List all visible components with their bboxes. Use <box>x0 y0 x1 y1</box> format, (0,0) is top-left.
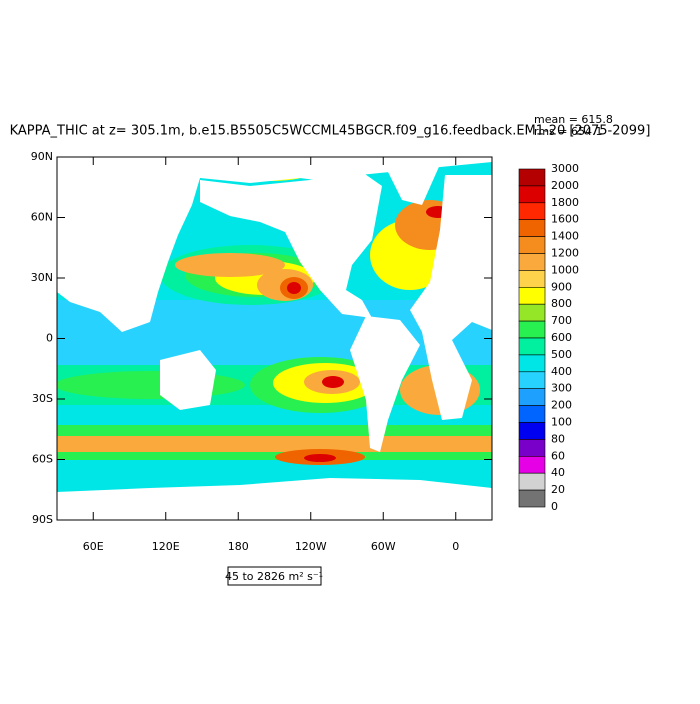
colorbar-label: 20 <box>551 483 565 496</box>
colorbar-box <box>518 253 546 271</box>
colorbar-label: 1000 <box>551 263 579 276</box>
colorbar-box <box>518 236 546 254</box>
x-tick-label: 180 <box>228 540 249 553</box>
x-tick-label: 120W <box>295 540 327 553</box>
y-tick-label: 60S <box>32 453 53 466</box>
colorbar-label: 0 <box>551 500 558 513</box>
colorbar-label: 400 <box>551 365 572 378</box>
colorbar-box <box>518 202 546 221</box>
colorbar-label: 300 <box>551 382 572 395</box>
x-tick-label: 60W <box>371 540 396 553</box>
colorbar-box <box>518 185 546 204</box>
colorbar-label: 1800 <box>551 196 579 209</box>
y-tick-label: 30N <box>31 271 53 284</box>
colorbar-box <box>518 337 546 356</box>
colorbar-box <box>518 422 546 440</box>
colorbar-box <box>518 270 546 288</box>
y-tick-label: 60N <box>31 211 53 224</box>
range-box <box>227 566 322 586</box>
colorbar-box <box>518 439 546 457</box>
colorbar-box <box>518 405 546 423</box>
colorbar-box <box>518 286 546 305</box>
colorbar-label: 500 <box>551 348 572 361</box>
map-title: KAPPA_THIC at z= 305.1m, b.e15.B5505C5WC… <box>10 124 651 139</box>
colorbar-box <box>518 219 546 237</box>
colorbar-label: 40 <box>551 466 565 479</box>
colorbar-label: 800 <box>551 297 572 310</box>
colorbar-label: 80 <box>551 432 565 445</box>
colorbar-box <box>518 455 546 474</box>
y-tick-label: 90S <box>32 513 53 526</box>
colorbar-box <box>518 489 546 508</box>
rms-stat: rms = 654.1 <box>534 125 602 138</box>
x-tick-label: 60E <box>83 540 104 553</box>
colorbar-label: 700 <box>551 314 572 327</box>
y-tick-label: 90N <box>31 150 53 163</box>
colorbar-label: 3000 <box>551 162 579 175</box>
mean-stat: mean = 615.8 <box>534 113 613 126</box>
colorbar-label: 600 <box>551 331 572 344</box>
colorbar-label: 900 <box>551 280 572 293</box>
colorbar-label: 100 <box>551 416 572 429</box>
y-tick-label: 0 <box>46 332 53 345</box>
colorbar-box <box>518 168 546 187</box>
colorbar-label: 1400 <box>551 230 579 243</box>
x-tick-label: 0 <box>452 540 459 553</box>
colorbar-label: 200 <box>551 399 572 412</box>
colorbar-box <box>518 388 546 406</box>
x-tick-label: 120E <box>152 540 180 553</box>
colorbar-label: 60 <box>551 449 565 462</box>
colorbar-label: 1600 <box>551 213 579 226</box>
y-tick-label: 30S <box>32 392 53 405</box>
colorbar-box <box>518 320 546 339</box>
colorbar-box <box>518 472 546 491</box>
colorbar-label: 1200 <box>551 247 579 260</box>
colorbar-box <box>518 354 546 373</box>
range-label: 45 to 2826 m² s⁻¹ <box>225 570 323 583</box>
colorbar-box <box>518 371 546 389</box>
colorbar-label: 2000 <box>551 179 579 192</box>
map-field <box>57 157 492 520</box>
colorbar-box <box>518 303 546 322</box>
